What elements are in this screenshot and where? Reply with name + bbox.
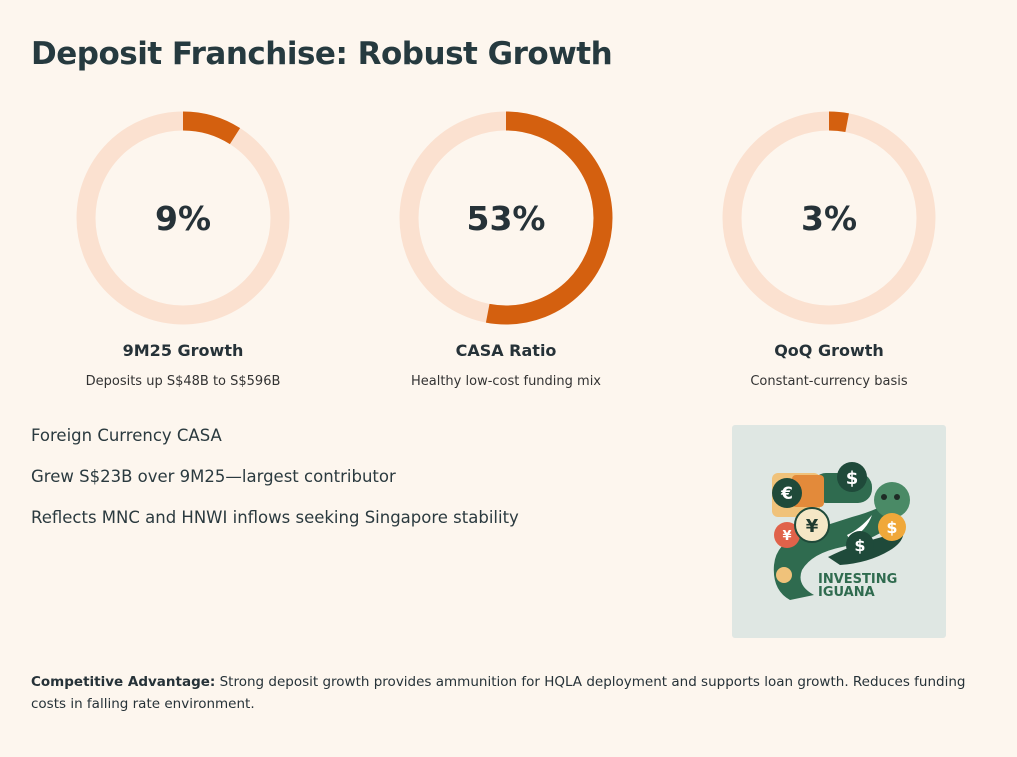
metric-label: 9M25 Growth [122,341,244,360]
donut-value-arc [76,111,290,325]
highlights-list: Foreign Currency CASA Grew S$23B over 9M… [31,426,519,549]
svg-text:IGUANA: IGUANA [818,585,875,600]
metric-label: QoQ Growth [774,341,884,360]
list-item: Foreign Currency CASA [31,426,222,445]
metric-subtitle: Deposits up S$48B to S$596B [85,374,281,389]
svg-text:€: € [780,484,793,504]
svg-text:$: $ [886,518,897,537]
svg-text:INVESTING: INVESTING [818,572,897,587]
donut-value-arc [722,111,936,325]
metric-card-growth: 9% 9M25 Growth Deposits up S$48B to S$59… [53,111,313,389]
competitive-advantage-note: Competitive Advantage: Strong deposit gr… [31,671,981,715]
investing-iguana-logo: € $ ¥ ¥ $ $ INVESTING IGUANA [732,425,946,638]
svg-text:¥: ¥ [782,529,791,544]
metric-card-qoq: 3% QoQ Growth Constant-currency basis [699,111,959,389]
note-lead: Competitive Advantage: [31,674,216,690]
svg-text:¥: ¥ [806,516,819,537]
list-item: Reflects MNC and HNWI inflows seeking Si… [31,508,519,527]
donut-chart: 53% [399,111,613,325]
donut-chart: 9% [76,111,290,325]
note-text: Strong deposit growth provides ammunitio… [31,674,966,712]
svg-text:$: $ [846,468,859,489]
donut-value-label: 3% [801,199,857,238]
metric-card-casa: 53% CASA Ratio Healthy low-cost funding … [376,111,636,389]
svg-text:$: $ [854,536,865,555]
iguana-logo-icon: € $ ¥ ¥ $ $ INVESTING IGUANA [772,462,910,600]
list-item: Grew S$23B over 9M25—largest contributor [31,467,396,486]
metric-subtitle: Healthy low-cost funding mix [410,374,602,389]
metric-label: CASA Ratio [455,341,557,360]
page-title: Deposit Franchise: Robust Growth [31,36,613,72]
donut-value-label: 9% [155,199,211,238]
donut-chart: 3% [722,111,936,325]
donut-value-label: 53% [467,199,546,238]
metric-subtitle: Constant-currency basis [750,374,908,389]
donut-value-arc [399,111,613,325]
